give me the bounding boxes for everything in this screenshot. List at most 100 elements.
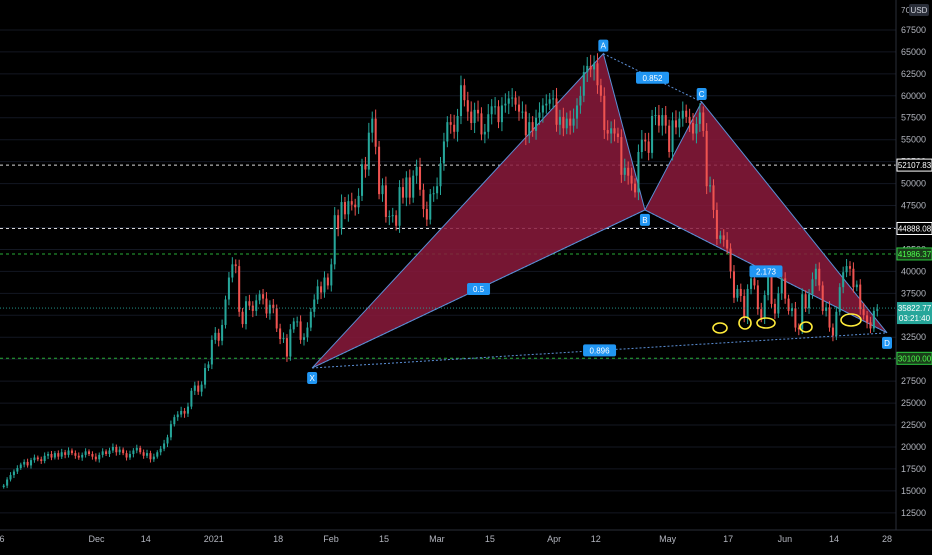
candle-body [821, 285, 824, 311]
candle-body [241, 311, 244, 325]
candle-body [258, 294, 261, 301]
point-label-d-badge[interactable] [882, 336, 892, 349]
candle-body [722, 235, 725, 240]
price-badges: 52107.83 44888.08 41986.37 30100.00 35822.77… [0, 158, 932, 365]
candle-body [23, 461, 26, 465]
ratio-label-badge[interactable] [749, 265, 783, 278]
time-tick-label: 6 [0, 534, 5, 544]
ratio-label: 0.5 [473, 285, 485, 294]
price-tick-label: 22500 [901, 420, 926, 430]
candle-body [238, 266, 241, 312]
candle-body [657, 115, 660, 126]
candle-body [511, 97, 514, 99]
candle-body [548, 99, 551, 104]
pattern-labels[interactable]: X A B C D 0.852 0.5 2.173 0.896 [307, 39, 892, 384]
time-tick-label: 2021 [204, 534, 224, 544]
candle-body [613, 128, 616, 134]
candle-body [101, 451, 104, 455]
candle-body [391, 215, 394, 217]
candle-body [715, 209, 718, 239]
candle-body [29, 460, 33, 466]
candle-body [828, 307, 831, 328]
candle-body [289, 329, 292, 357]
currency-label: USD [911, 6, 928, 15]
annotation-circle [756, 317, 776, 329]
ratio-label: 2.173 [756, 267, 777, 276]
candle-body [528, 122, 531, 136]
candles [2, 53, 879, 489]
candle-body [633, 183, 637, 193]
candle-body [419, 166, 422, 190]
candle-body [81, 454, 84, 458]
hline-price-badge [896, 158, 932, 172]
candle-body [756, 285, 759, 310]
candle-body [180, 410, 183, 415]
time-tick-label: 14 [829, 534, 839, 544]
time-tick-label: 28 [882, 534, 892, 544]
candle-body [859, 284, 862, 310]
candle-body [470, 111, 473, 124]
point-label-c-badge[interactable] [696, 87, 707, 100]
candle-body [739, 288, 742, 296]
candle-body [60, 452, 63, 457]
candle-body [323, 277, 326, 293]
candle-body [186, 406, 190, 414]
candle-body [340, 202, 343, 229]
pattern-line-bd[interactable] [644, 209, 888, 334]
time-axis[interactable]: 6 Dec 14 2021 18 Feb 15 Mar 15 Apr 12 May 17 Jun 14 28 [0, 534, 892, 544]
candle-body [705, 130, 708, 187]
candle-body [736, 288, 739, 298]
ratio-label-badge[interactable] [636, 71, 670, 84]
candle-body [231, 264, 234, 278]
candle-body [637, 151, 640, 193]
ratio-label-badge[interactable] [467, 282, 491, 295]
candle-body [446, 122, 449, 142]
candle-body [255, 300, 258, 311]
candle-body [279, 328, 282, 339]
price-tick-label: 25000 [901, 398, 926, 408]
ratio-label-badge[interactable] [583, 344, 617, 357]
candle-body [562, 116, 565, 129]
candle-body [70, 450, 73, 454]
point-label-b-badge[interactable] [639, 213, 650, 226]
last-price-badge[interactable] [897, 302, 932, 325]
candle-body [535, 117, 538, 131]
hline-price-badge [896, 247, 932, 261]
candle-body [401, 187, 404, 198]
candle-body [169, 424, 172, 438]
candle-body [664, 115, 667, 126]
candle-body [760, 309, 763, 318]
candle-body [691, 123, 695, 134]
candle-body [698, 112, 701, 124]
candle-body [26, 461, 29, 466]
candle-body [367, 132, 370, 170]
candle-body [149, 453, 152, 460]
ratio-label: 0.852 [642, 74, 663, 83]
candle-body [384, 185, 387, 217]
point-label-x-badge[interactable] [307, 371, 318, 384]
price-axis[interactable]: 1250015000175002000022500250002750030000… [901, 25, 926, 518]
candle-body [514, 97, 517, 105]
candle-body [442, 141, 445, 164]
candle-body [555, 98, 558, 125]
candle-body [599, 85, 602, 96]
currency-badge[interactable] [909, 4, 929, 16]
candle-body [671, 120, 674, 152]
point-label-a-badge[interactable] [598, 39, 609, 52]
candle-body [378, 146, 381, 195]
candle-body [98, 454, 101, 460]
candle-body [695, 123, 698, 134]
candle-body [313, 299, 316, 312]
candle-body [74, 453, 77, 456]
candle-body [360, 164, 364, 196]
candle-body [593, 63, 596, 70]
candle-body [848, 266, 852, 269]
candle-body [674, 120, 677, 128]
candle-body [77, 455, 80, 458]
candle-body [364, 164, 367, 170]
harmonic-pattern[interactable] [311, 52, 888, 369]
candle-body [227, 277, 230, 300]
candle-body [603, 95, 606, 131]
